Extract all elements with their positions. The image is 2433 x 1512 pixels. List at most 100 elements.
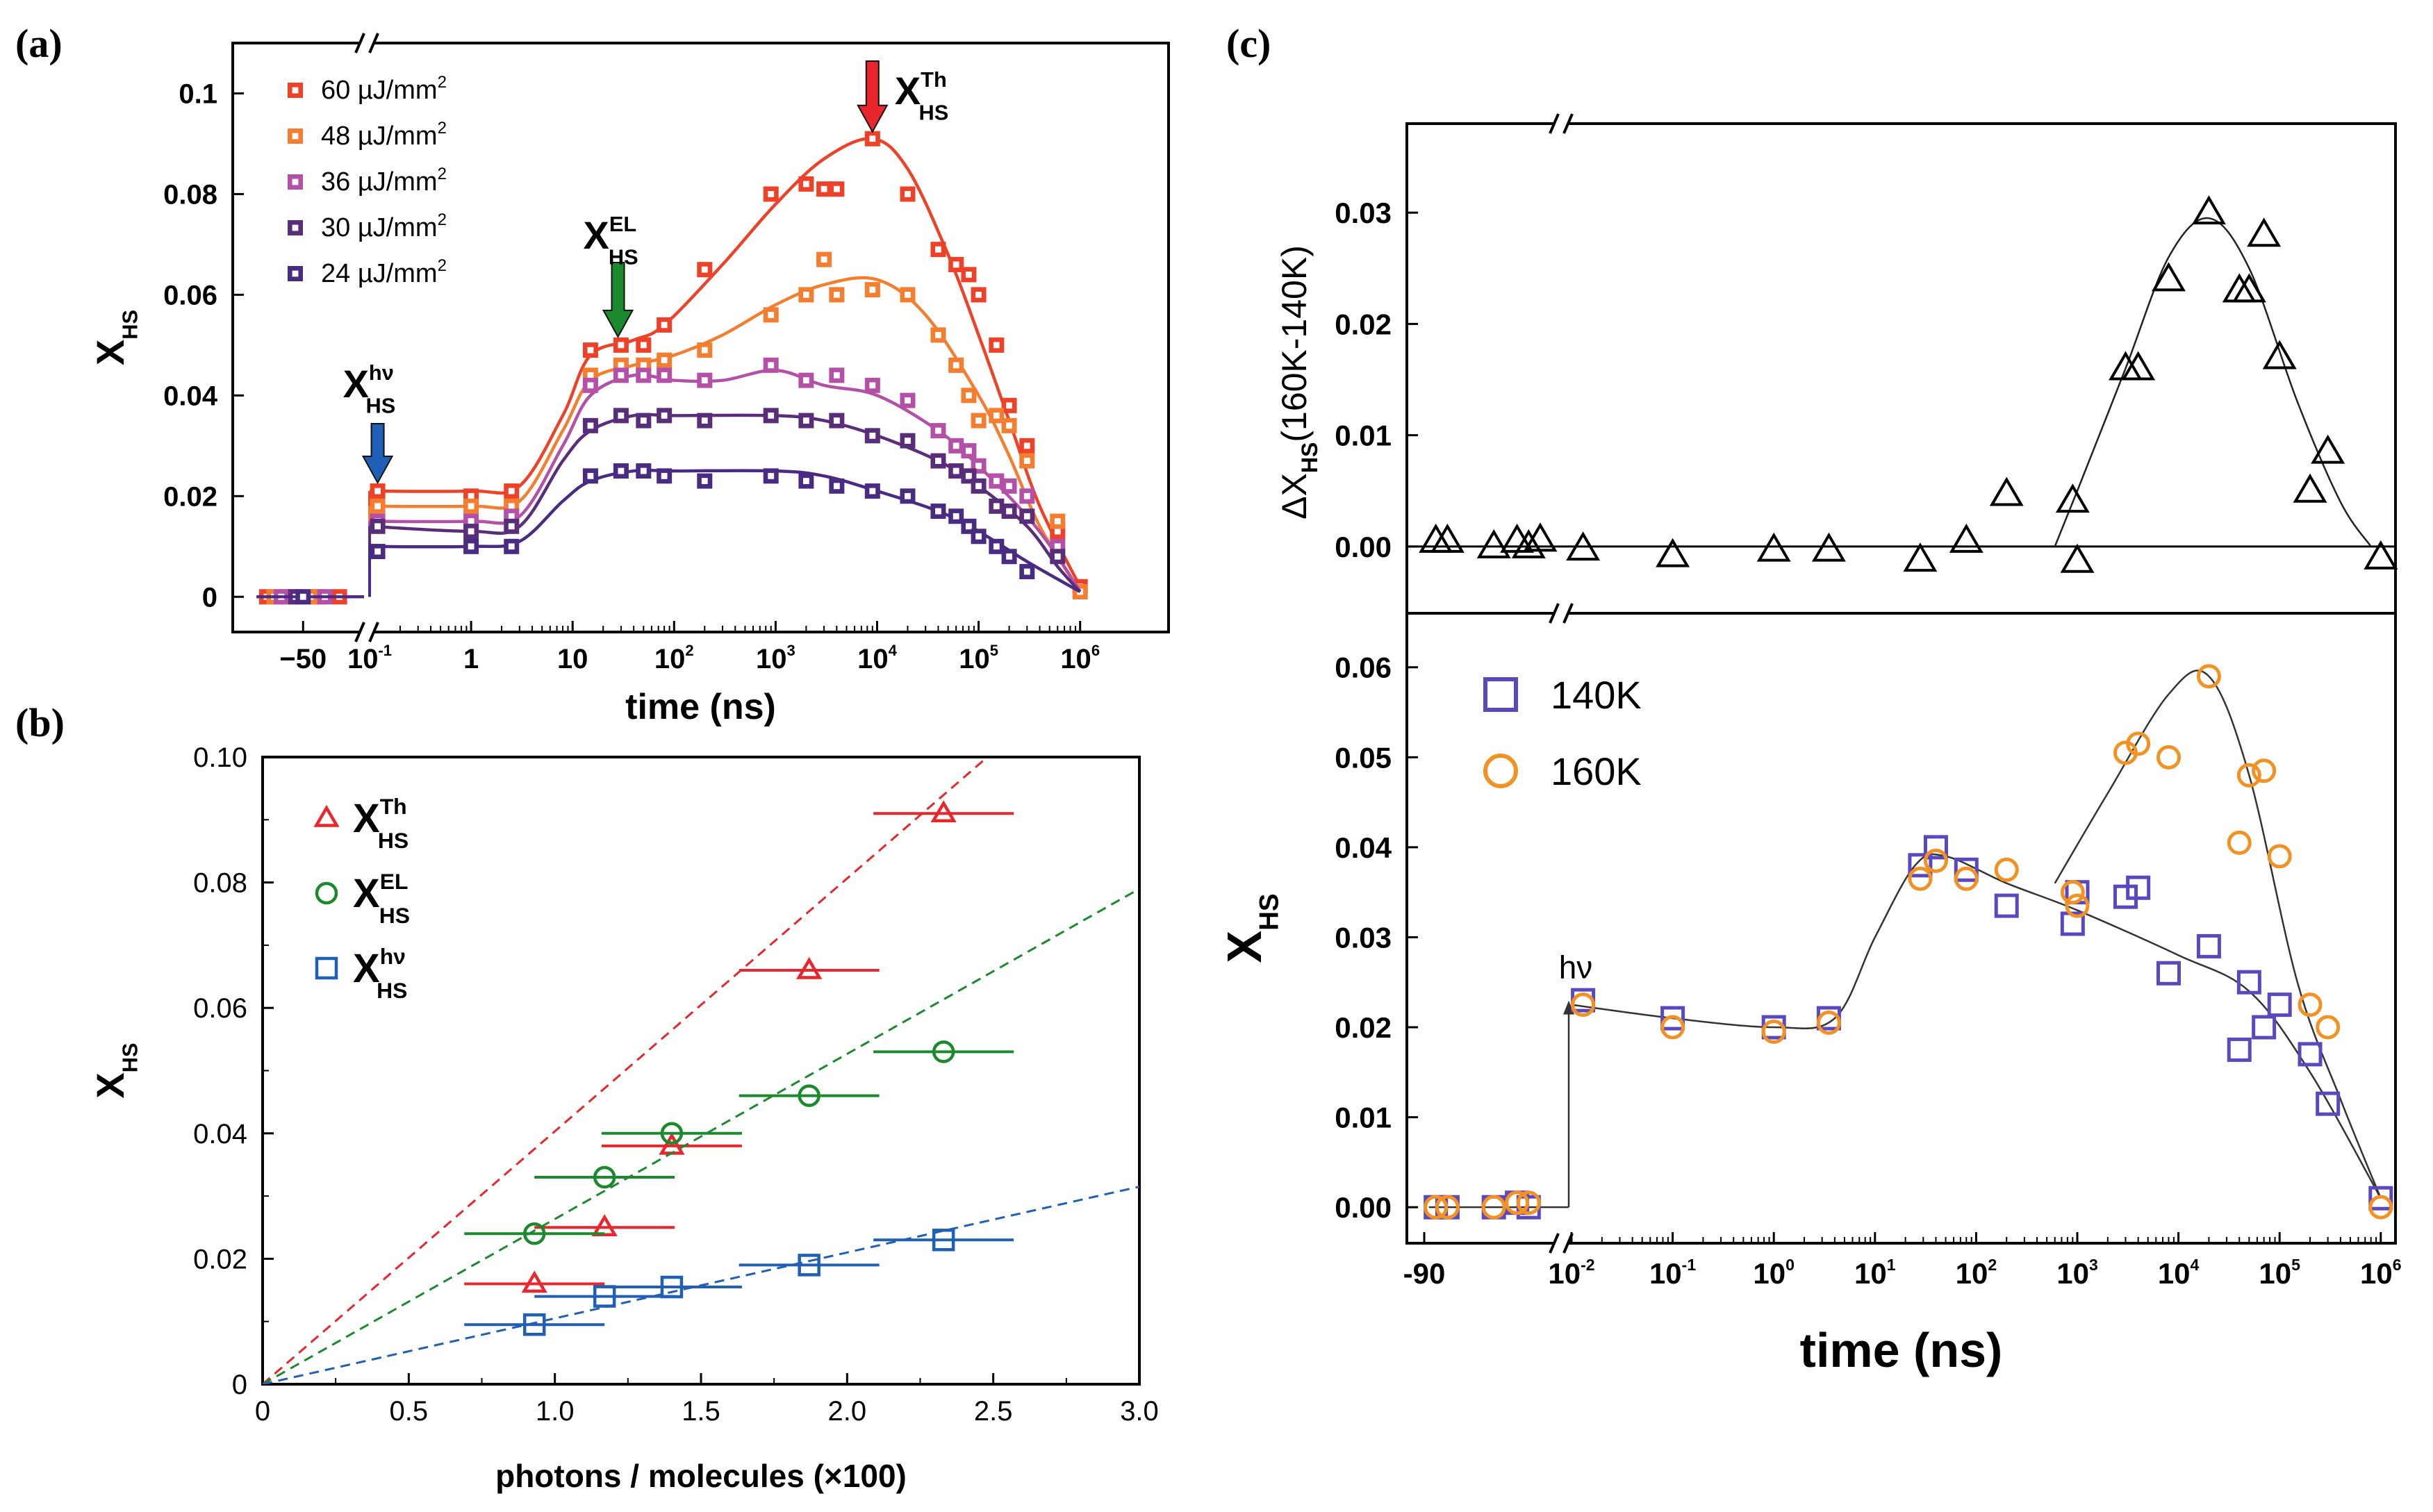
data-point: [900, 433, 916, 449]
fit-curve-1: [2054, 670, 2382, 1199]
y-axis-label: XHS: [88, 1042, 142, 1098]
panel-label-a: (a): [15, 21, 63, 66]
data-point: [2252, 1015, 2277, 1040]
data-point: [463, 538, 479, 554]
legend-label: 48 µJ/mm2: [321, 119, 447, 151]
data-point: [1476, 529, 1511, 558]
top-data: [1407, 195, 2398, 573]
fit-curve: [369, 276, 1082, 593]
y-tick-label: 0.08: [163, 179, 217, 210]
data-point: [697, 473, 713, 489]
data-point: [816, 251, 832, 267]
x-tick-label: 1.5: [682, 1396, 720, 1427]
data-point: [1516, 1190, 1541, 1215]
axis-break-mark: [354, 622, 365, 642]
x-tick-label: 2.5: [974, 1396, 1013, 1427]
legend-label: 60 µJ/mm2: [321, 73, 447, 105]
data-point: [2262, 340, 2297, 369]
data-point: [2121, 351, 2156, 381]
data-point: [636, 413, 652, 429]
x-tick-label: 104: [2158, 1256, 2200, 1290]
x-tick-label: 102: [654, 642, 694, 674]
legend-marker: [288, 266, 303, 281]
data-point: [763, 468, 779, 484]
legend-marker: [1483, 677, 1518, 712]
series-140K: [1424, 835, 2393, 1220]
data-point: [989, 473, 1005, 489]
data-point: [1523, 522, 1558, 552]
data-point: [370, 483, 386, 499]
data-point: [864, 428, 880, 444]
series-160K: [1424, 664, 2393, 1220]
data-point: [1571, 992, 1596, 1017]
data-point: [660, 1275, 684, 1299]
data-point: [613, 337, 629, 353]
y-tick-label: 0.02: [1335, 308, 1392, 340]
data-point: [582, 417, 598, 433]
data-point: [657, 367, 673, 383]
data-point: [2156, 745, 2181, 770]
x-tick-label: 1.0: [536, 1396, 575, 1427]
annot-th: XTh HS: [895, 67, 948, 125]
panel-c: 0.00 0.01 0.02 0.03 0.00 0.01 0.02 0.03 0.04 0.05…: [1217, 113, 2402, 1377]
y-tick-label: 0.1: [179, 78, 217, 109]
x-tick-label: −50: [279, 644, 327, 674]
data-point: [864, 282, 880, 298]
data-point: [1424, 1195, 1449, 1220]
y-tick-label: 0.04: [193, 1119, 247, 1149]
x-tick-label: 105: [959, 642, 998, 674]
data-point: [636, 463, 652, 479]
data-point: [2060, 880, 2085, 905]
axis-break-mark: [1549, 113, 1560, 134]
data-point: [697, 342, 713, 358]
x-tick-label: 1: [463, 644, 479, 674]
data-point: [2126, 731, 2151, 756]
annot-el: XEL HS: [584, 212, 638, 269]
legend-marker: [1483, 754, 1518, 788]
arrow-el: [602, 262, 634, 338]
series-2: [256, 357, 1082, 605]
data-point: [900, 287, 916, 303]
legend-label: Xhν HS: [353, 944, 407, 1003]
data-point: [932, 1229, 955, 1252]
data-point: [989, 538, 1005, 554]
data-point: [657, 317, 673, 333]
data-point: [948, 463, 964, 479]
data-point: [504, 538, 520, 554]
legend-marker: [288, 174, 303, 190]
bottom-data: hν: [1424, 664, 2393, 1220]
x-tick-label: -90: [1403, 1257, 1446, 1290]
data-point: [613, 463, 629, 479]
data-point: [930, 423, 946, 439]
data-point: [930, 800, 957, 823]
series-0: [263, 757, 1014, 1384]
x-tick-label: 105: [2259, 1256, 2300, 1290]
fit-curve-0: [1571, 853, 2382, 1199]
data-point: [1761, 1020, 1786, 1045]
legend-label: 36 µJ/mm2: [321, 165, 447, 197]
data-point: [1001, 549, 1017, 565]
data-point: [971, 529, 987, 545]
y-axis-label: XHS: [88, 310, 142, 365]
data-point: [2368, 1195, 2393, 1220]
data-point: [1816, 1011, 1841, 1036]
legend-marker: [288, 220, 303, 235]
data-point: [504, 483, 520, 499]
data-point: [1430, 523, 1465, 553]
legend-label: 24 µJ/mm2: [321, 256, 447, 288]
legend: 140K 160K: [1483, 673, 1642, 793]
data-point: [2156, 961, 2181, 986]
data-point: [1954, 866, 1979, 891]
series-1: [263, 888, 1139, 1384]
data-point: [2236, 970, 2261, 995]
data-point: [613, 408, 629, 424]
x-tick-label: 10-1: [347, 642, 392, 674]
data-point: [1989, 476, 2024, 506]
data-point: [2055, 483, 2090, 513]
data-point: [961, 388, 977, 404]
legend-label: XEL HS: [353, 869, 410, 928]
data-point: [1001, 397, 1017, 413]
data-point: [930, 327, 946, 343]
data-point: [932, 1040, 955, 1063]
y-tick-label: 0.06: [193, 993, 247, 1024]
